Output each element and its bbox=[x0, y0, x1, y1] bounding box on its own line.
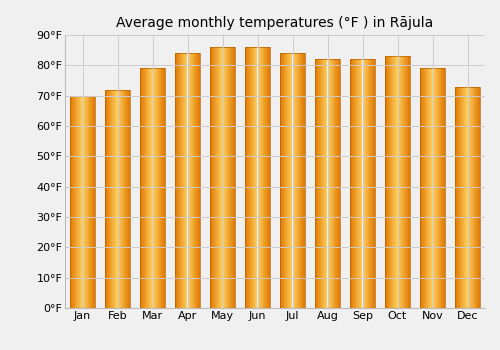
Bar bbox=[455, 86, 480, 308]
Title: Average monthly temperatures (°F ) in Rājula: Average monthly temperatures (°F ) in Rā… bbox=[116, 16, 434, 30]
Bar bbox=[70, 96, 95, 308]
Bar bbox=[420, 68, 445, 308]
Bar bbox=[175, 53, 200, 308]
Bar bbox=[245, 47, 270, 308]
Bar bbox=[210, 47, 235, 308]
Bar bbox=[350, 59, 375, 308]
Bar bbox=[280, 53, 305, 308]
Bar bbox=[315, 59, 340, 308]
Bar bbox=[105, 90, 130, 308]
Bar bbox=[385, 56, 410, 308]
Bar bbox=[140, 68, 165, 308]
